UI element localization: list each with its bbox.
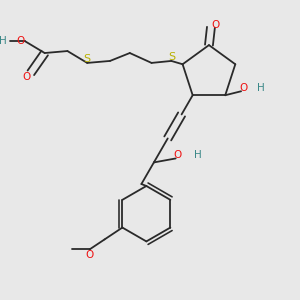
Text: O: O [23, 72, 31, 82]
Text: S: S [84, 54, 91, 64]
Text: H: H [257, 83, 265, 93]
Text: S: S [168, 52, 175, 62]
Text: O: O [17, 36, 25, 46]
Text: O: O [85, 250, 94, 260]
Text: H: H [194, 149, 201, 160]
Text: O: O [212, 20, 220, 30]
Text: O: O [239, 83, 247, 93]
Text: H: H [0, 36, 7, 46]
Text: O: O [173, 149, 182, 160]
